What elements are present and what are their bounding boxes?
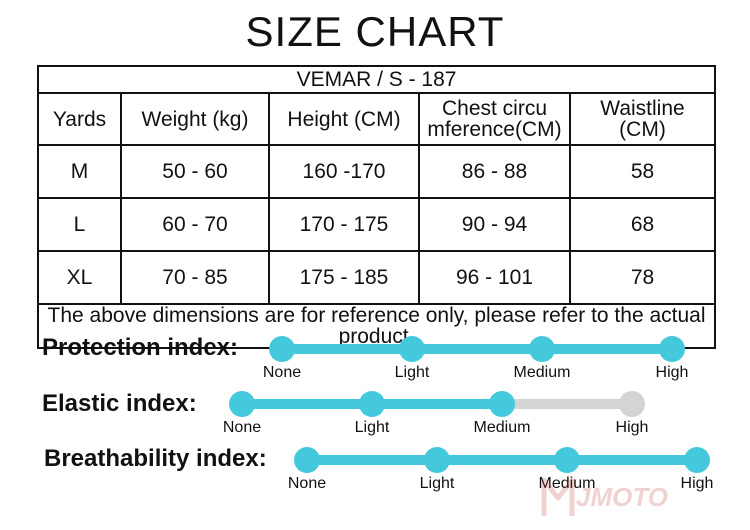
scale-dot-none bbox=[294, 447, 320, 473]
header-waist-line1: Waistline bbox=[600, 97, 685, 120]
scale-dot-medium bbox=[554, 447, 580, 473]
cell-height: 170 - 175 bbox=[268, 197, 420, 252]
cell-height: 160 -170 bbox=[268, 144, 420, 199]
scale-tick-medium: Medium bbox=[513, 364, 571, 381]
watermark-logo: JMOTO bbox=[541, 477, 668, 516]
scale-dot-high bbox=[619, 391, 645, 417]
header-chest-line1: Chest circu bbox=[441, 97, 548, 120]
cell-size: XL bbox=[37, 250, 122, 305]
scale-tick-none: None bbox=[222, 419, 262, 436]
header-row: Yards Weight (kg) Height (CM) Chest circ… bbox=[37, 92, 717, 146]
header-yards: Yards bbox=[37, 92, 122, 146]
cell-weight: 70 - 85 bbox=[120, 250, 270, 305]
protection-index-label: Protection index: bbox=[42, 334, 239, 361]
cell-weight: 50 - 60 bbox=[120, 144, 270, 199]
scale-dot-light bbox=[359, 391, 385, 417]
header-height: Height (CM) bbox=[268, 92, 420, 146]
cell-chest: 96 - 101 bbox=[418, 250, 571, 305]
cell-waist: 58 bbox=[568, 144, 717, 199]
table-row: XL 70 - 85 175 - 185 96 - 101 78 bbox=[37, 250, 717, 305]
scale-tick-high: High bbox=[615, 419, 649, 436]
scale-tick-medium: Medium bbox=[538, 475, 596, 492]
scale-tick-high: High bbox=[680, 475, 714, 492]
scale-track-active bbox=[282, 344, 672, 354]
cell-height: 175 - 185 bbox=[268, 250, 420, 305]
cell-weight: 60 - 70 bbox=[120, 197, 270, 252]
note-row: The above dimensions are for reference o… bbox=[36, 303, 717, 349]
scale-tick-light: Light bbox=[394, 364, 430, 381]
scale-track-active bbox=[307, 455, 697, 465]
scale-tick-none: None bbox=[287, 475, 327, 492]
scale-dot-none bbox=[269, 336, 295, 362]
scale-tick-light: Light bbox=[354, 419, 390, 436]
scale-dot-light bbox=[399, 336, 425, 362]
cell-waist: 78 bbox=[568, 250, 717, 305]
scale-dot-none bbox=[229, 391, 255, 417]
scale-dot-high bbox=[684, 447, 710, 473]
page-title: SIZE CHART bbox=[245, 8, 505, 55]
header-waist-line2: (CM) bbox=[619, 118, 666, 141]
scale-tick-medium: Medium bbox=[473, 419, 531, 436]
header-waist: Waistline (CM) bbox=[568, 92, 717, 146]
header-chest-line2: mference(CM) bbox=[427, 118, 562, 141]
scale-tick-light: Light bbox=[419, 475, 455, 492]
cell-chest: 86 - 88 bbox=[418, 144, 571, 199]
cell-waist: 68 bbox=[568, 197, 717, 252]
svg-text:JMOTO: JMOTO bbox=[576, 482, 668, 512]
reference-note: The above dimensions are for reference o… bbox=[36, 303, 717, 349]
elastic-index-label: Elastic index: bbox=[42, 390, 197, 417]
scale-dot-high bbox=[659, 336, 685, 362]
model-row: VEMAR / S - 187 bbox=[36, 65, 717, 94]
scale-tick-high: High bbox=[655, 364, 689, 381]
table-row: M 50 - 60 160 -170 86 - 88 58 bbox=[37, 144, 717, 199]
scale-tick-none: None bbox=[262, 364, 302, 381]
scale-dot-medium bbox=[489, 391, 515, 417]
table-row: L 60 - 70 170 - 175 90 - 94 68 bbox=[37, 197, 717, 252]
header-weight: Weight (kg) bbox=[120, 92, 270, 146]
header-chest: Chest circu mference(CM) bbox=[418, 92, 571, 146]
cell-size: L bbox=[37, 197, 122, 252]
model-name: VEMAR / S - 187 bbox=[36, 65, 717, 94]
breathability-index-label: Breathability index: bbox=[44, 445, 267, 472]
scale-dot-light bbox=[424, 447, 450, 473]
cell-chest: 90 - 94 bbox=[418, 197, 571, 252]
cell-size: M bbox=[37, 144, 122, 199]
scale-dot-medium bbox=[529, 336, 555, 362]
size-table: VEMAR / S - 187 Yards Weight (kg) Height… bbox=[36, 65, 717, 349]
